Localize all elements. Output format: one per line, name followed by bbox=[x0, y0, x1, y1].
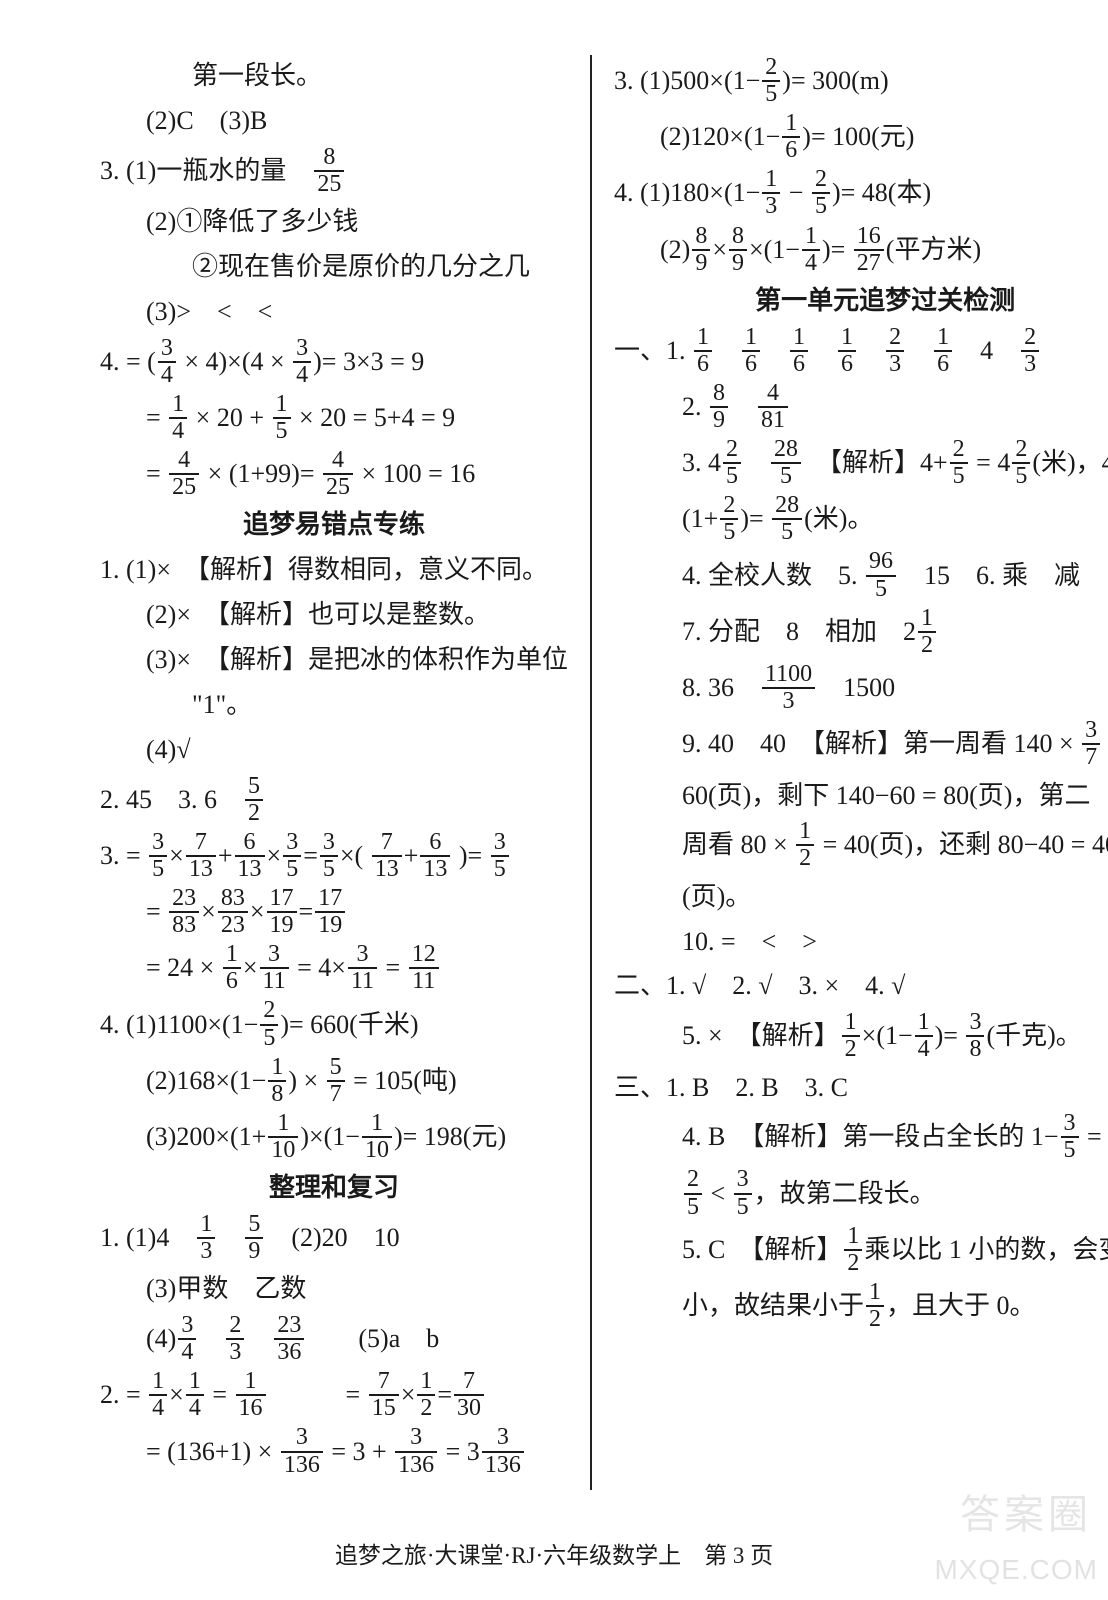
text: = 425 × (1+99)= 425 × 100 = 16 bbox=[100, 448, 568, 502]
watermark-url: MXQE.COM bbox=[934, 1554, 1098, 1586]
text: 周看 80 × 12 = 40(页)，还剩 80−40 = 40 bbox=[614, 819, 1108, 873]
text: 9. 40 40 【解析】第一周看 140 × 37 = bbox=[614, 718, 1108, 772]
watermark-text: 答案圈 bbox=[960, 1482, 1092, 1540]
text: (1+25)= 285(米)。 bbox=[614, 493, 1108, 547]
text: 10. = < > bbox=[614, 921, 1108, 964]
text: 4. 全校人数 5. 965 15 6. 乘 减 13 bbox=[614, 550, 1108, 604]
text: = 24 × 16×311 = 4×311 = 1211 bbox=[100, 942, 568, 996]
text: 1. (1)4 13 59 (2)20 10 bbox=[100, 1212, 568, 1266]
text: (3)200×(1+110)×(1−110)= 198(元) bbox=[100, 1111, 568, 1165]
text: ②现在售价是原价的几分之几 bbox=[100, 246, 568, 289]
text: (2)①降低了多少钱 bbox=[100, 201, 568, 244]
text: (3)> < < bbox=[100, 291, 568, 334]
section-heading: 整理和复习 bbox=[100, 1167, 568, 1210]
text: 2. 45 3. 6 52 bbox=[100, 774, 568, 828]
text: (2)89×89×(1−14)= 1627(平方米) bbox=[614, 224, 1108, 278]
text: 8. 36 11003 1500 bbox=[614, 662, 1108, 716]
section-heading: 第一单元追梦过关检测 bbox=[614, 280, 1108, 323]
text: 3. (1)500×(1−25)= 300(m) bbox=[614, 55, 1108, 109]
text: 5. × 【解析】12×(1−14)= 38(千克)。 bbox=[614, 1010, 1108, 1064]
text: 4. B 【解析】第一段占全长的 1−35 = 25， bbox=[614, 1111, 1108, 1165]
text: 一、1. 16 16 16 16 23 16 4 23 bbox=[614, 325, 1108, 379]
text: 1. (1)× 【解析】得数相同，意义不同。 bbox=[100, 549, 568, 592]
text: 小，故结果小于12，且大于 0。 bbox=[614, 1280, 1108, 1334]
fraction: 825 bbox=[314, 145, 344, 197]
text: (页)。 bbox=[614, 876, 1108, 919]
section-heading: 追梦易错点专练 bbox=[100, 504, 568, 547]
text: = 14 × 20 + 15 × 20 = 5+4 = 9 bbox=[100, 392, 568, 446]
left-column: 第一段长。 (2)C (3)B 3. (1)一瓶水的量 825 (2)①降低了多… bbox=[100, 55, 592, 1490]
text: = (136+1) × 3136 = 3 + 3136 = 33136 bbox=[100, 1426, 568, 1480]
text: "1"。 bbox=[100, 684, 568, 727]
text: (4)34 23 2336 (5)a b bbox=[100, 1313, 568, 1367]
text: (2)× 【解析】也可以是整数。 bbox=[100, 594, 568, 637]
text: 4. (1)180×(1−13 − 25)= 48(本) bbox=[614, 167, 1108, 221]
text: 4. = (34 × 4)×(4 × 34)= 3×3 = 9 bbox=[100, 336, 568, 390]
text: 3. = 35×713+613×35=35×( 713+613 )= 35 bbox=[100, 830, 568, 884]
text: 二、1. √ 2. √ 3. × 4. √ bbox=[614, 965, 1108, 1008]
text: (3)× 【解析】是把冰的体积作为单位 bbox=[100, 639, 568, 682]
right-column: 3. (1)500×(1−25)= 300(m) (2)120×(1−16)= … bbox=[592, 55, 1108, 1490]
text: (3)甲数 乙数 bbox=[100, 1268, 568, 1311]
text: 5. C 【解析】12乘以比 1 小的数，会变 bbox=[614, 1224, 1108, 1278]
text: 2. 89 481 bbox=[614, 381, 1108, 435]
text: 三、1. B 2. B 3. C bbox=[614, 1067, 1108, 1110]
text: = 2383×8323×1719=1719 bbox=[100, 886, 568, 940]
text: 3. (1)一瓶水的量 825 bbox=[100, 145, 568, 199]
text: (2)120×(1−16)= 100(元) bbox=[614, 111, 1108, 165]
text: (4)√ bbox=[100, 729, 568, 772]
text: 7. 分配 8 相加 212 bbox=[614, 606, 1108, 660]
text: 60(页)，剩下 140−60 = 80(页)，第二 bbox=[614, 775, 1108, 818]
page-content: 第一段长。 (2)C (3)B 3. (1)一瓶水的量 825 (2)①降低了多… bbox=[0, 0, 1108, 1530]
text: 2. = 14×14 = 116 = 715×12=730 bbox=[100, 1369, 568, 1423]
text: 25 < 35，故第二段长。 bbox=[614, 1168, 1108, 1222]
text: (2)168×(1−18) × 57 = 105(吨) bbox=[100, 1055, 568, 1109]
text: (2)C (3)B bbox=[100, 100, 568, 143]
text: 4. (1)1100×(1−25)= 660(千米) bbox=[100, 999, 568, 1053]
text: 第一段长。 bbox=[100, 55, 568, 98]
text: 3. 425 285 【解析】4+25 = 425(米)，4× bbox=[614, 437, 1108, 491]
